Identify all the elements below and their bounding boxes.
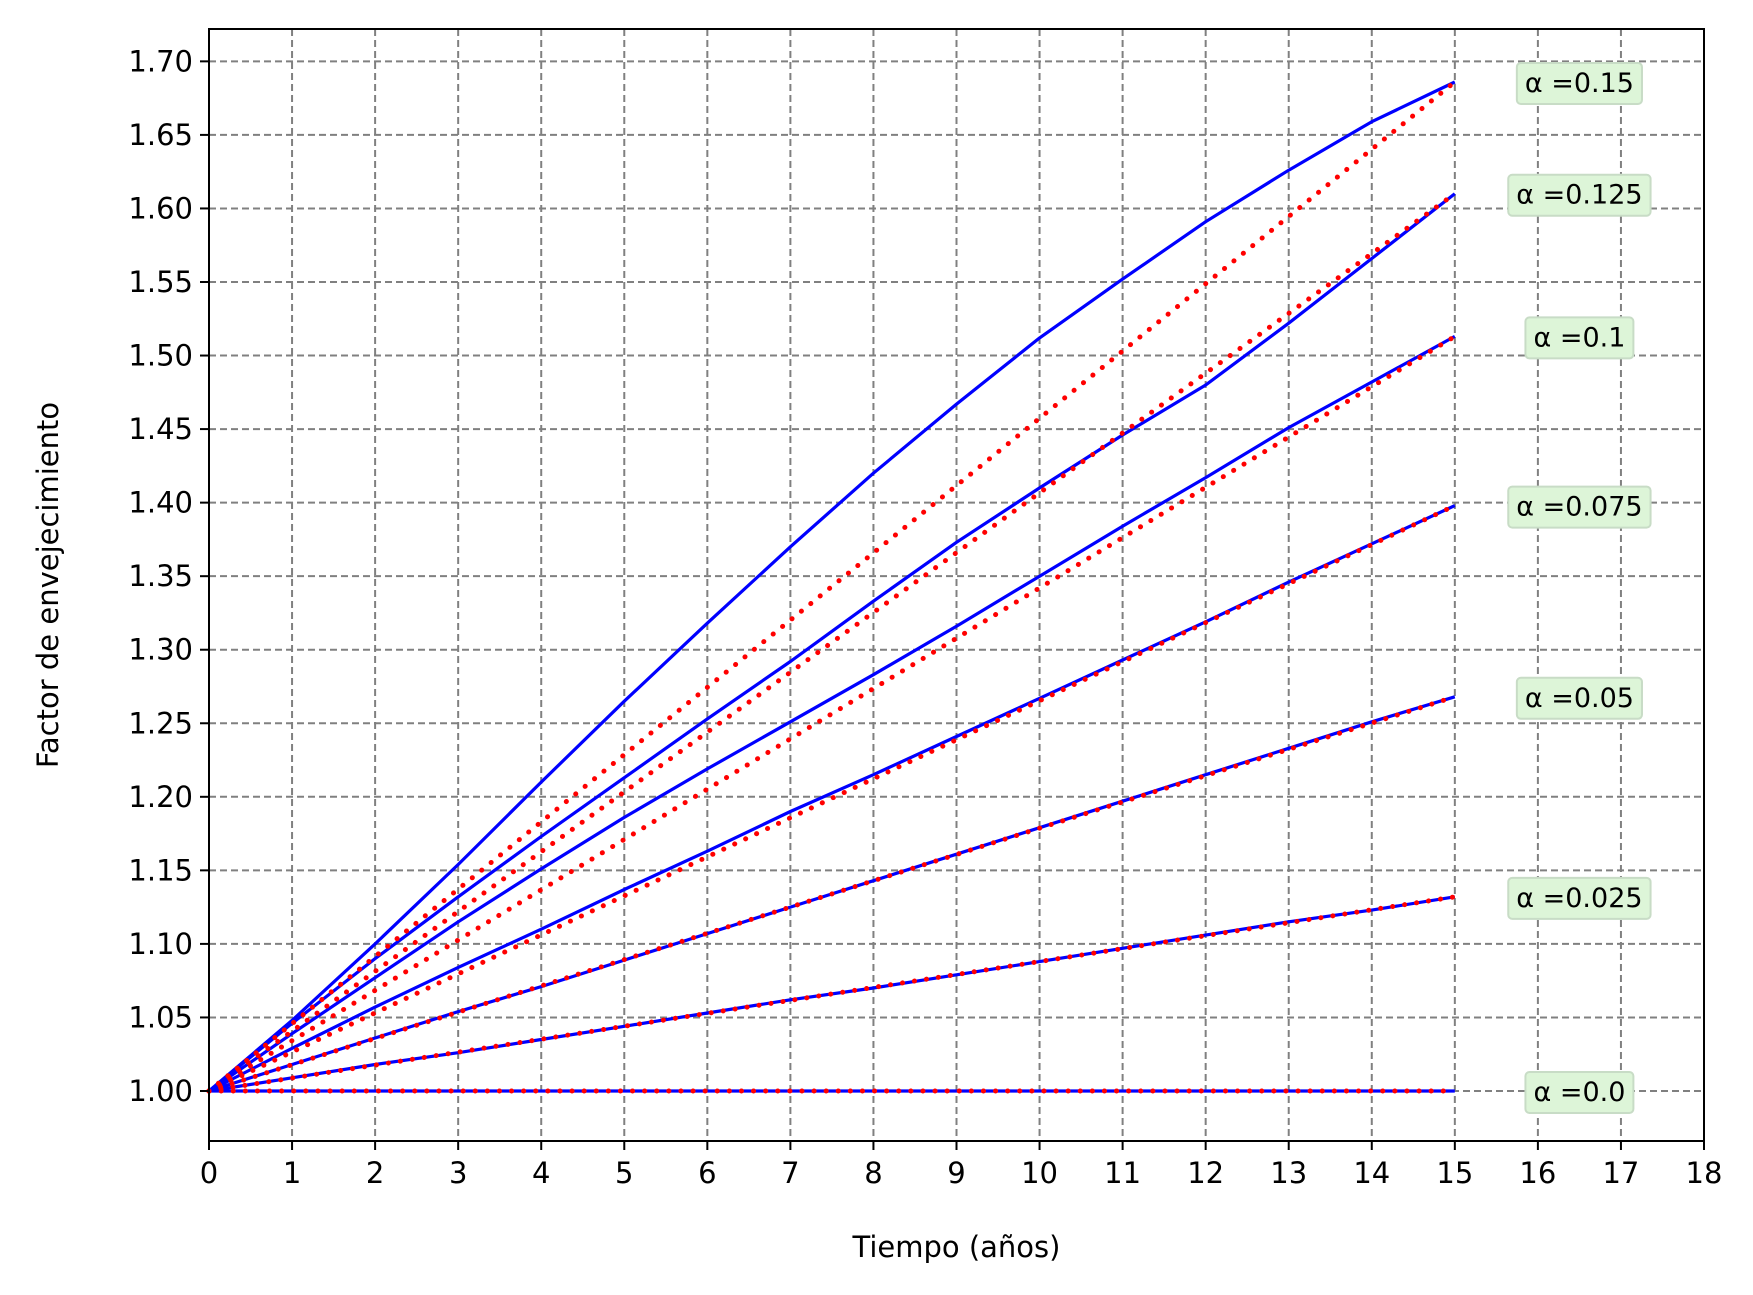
y-tick-label: 1.15 (128, 853, 193, 887)
x-tick-label: 15 (1436, 1156, 1473, 1190)
alpha-annotation: α =0.0 (1524, 1070, 1635, 1114)
series-alpha-0.05 (206, 694, 1458, 1094)
dotted-line (206, 191, 1458, 1094)
dotted-line (206, 333, 1458, 1094)
x-tick-label: 8 (864, 1156, 882, 1190)
y-tick-label: 1.40 (128, 486, 193, 520)
annotation-box (1507, 876, 1652, 920)
series-alpha-0.025 (206, 894, 1458, 1094)
y-tick-label: 1.00 (128, 1074, 193, 1108)
x-axis-title: Tiempo (años) (852, 1230, 1061, 1264)
y-axis-title: Factor de envejecimiento (31, 402, 65, 768)
annotation-box (1515, 61, 1643, 105)
series-alpha-0.075 (206, 503, 1458, 1094)
alpha-annotation: α =0.05 (1515, 676, 1643, 720)
series-alpha-0.125 (206, 191, 1458, 1094)
y-tick-label: 1.50 (128, 339, 193, 373)
annotation-label: α =0.025 (1516, 883, 1642, 914)
y-tick-label: 1.10 (128, 927, 193, 961)
annotation-label: α =0.05 (1525, 683, 1634, 714)
x-tick-label: 0 (200, 1156, 218, 1190)
x-tick-label: 4 (532, 1156, 550, 1190)
y-tick-label: 1.35 (128, 559, 193, 593)
dotted-line (206, 894, 1458, 1094)
x-tick-label: 16 (1519, 1156, 1556, 1190)
y-tick-label: 1.05 (128, 1000, 193, 1034)
annotation-box (1524, 316, 1635, 360)
y-tick-label: 1.45 (128, 412, 193, 446)
x-tick-label: 17 (1602, 1156, 1639, 1190)
alpha-annotation: α =0.075 (1507, 485, 1652, 529)
y-tick-label: 1.20 (128, 780, 193, 814)
y-tick-label: 1.60 (128, 191, 193, 225)
annotation-label: α =0.1 (1533, 322, 1625, 353)
annotation-label: α =0.125 (1516, 180, 1642, 211)
annotation-layer: α =0.15 α =0.125 α =0.1 α =0.075 α =0.05 α =0… (1507, 61, 1652, 1114)
x-tick-label: 2 (366, 1156, 384, 1190)
series-alpha-0.1 (206, 333, 1458, 1094)
x-axis-ticks: 0 1 2 3 4 5 6 7 8 9 10 11 12 13 14 15 16 17 18 (200, 1141, 1723, 1190)
y-tick-label: 1.65 (128, 118, 193, 152)
x-tick-label: 3 (449, 1156, 467, 1190)
annotation-box (1515, 676, 1643, 720)
x-tick-label: 9 (947, 1156, 965, 1190)
dotted-line (206, 503, 1458, 1094)
annotation-label: α =0.15 (1525, 68, 1634, 99)
x-tick-label: 7 (781, 1156, 799, 1190)
series-layer (206, 79, 1458, 1094)
y-tick-label: 1.70 (128, 44, 193, 78)
x-tick-label: 1 (283, 1156, 301, 1190)
annotation-box (1507, 173, 1652, 217)
annotation-label: α =0.0 (1533, 1077, 1625, 1108)
solid-line (207, 80, 1456, 1093)
x-tick-label: 12 (1187, 1156, 1224, 1190)
x-tick-label: 10 (1021, 1156, 1058, 1190)
solid-line (208, 334, 1456, 1093)
x-tick-label: 18 (1686, 1156, 1723, 1190)
solid-line (207, 192, 1456, 1093)
x-tick-label: 14 (1353, 1156, 1390, 1190)
x-tick-label: 13 (1270, 1156, 1307, 1190)
alpha-annotation: α =0.125 (1507, 173, 1652, 217)
annotation-label: α =0.075 (1516, 492, 1642, 523)
y-tick-label: 1.30 (128, 633, 193, 667)
dotted-line (206, 79, 1458, 1094)
annotation-box (1507, 485, 1652, 529)
y-axis-ticks: 1.00 1.05 1.10 1.15 1.20 1.25 1.30 1.35 1.40 1.45… (128, 44, 209, 1108)
y-tick-label: 1.25 (128, 706, 193, 740)
series-alpha-0.15 (206, 79, 1458, 1094)
x-tick-label: 11 (1104, 1156, 1141, 1190)
x-tick-label: 6 (698, 1156, 716, 1190)
alpha-annotation: α =0.15 (1515, 61, 1643, 105)
annotation-box (1524, 1070, 1635, 1114)
alpha-annotation: α =0.1 (1524, 316, 1635, 360)
x-tick-label: 5 (615, 1156, 633, 1190)
y-tick-label: 1.55 (128, 265, 193, 299)
alpha-annotation: α =0.025 (1507, 876, 1652, 920)
dotted-line (206, 694, 1458, 1094)
